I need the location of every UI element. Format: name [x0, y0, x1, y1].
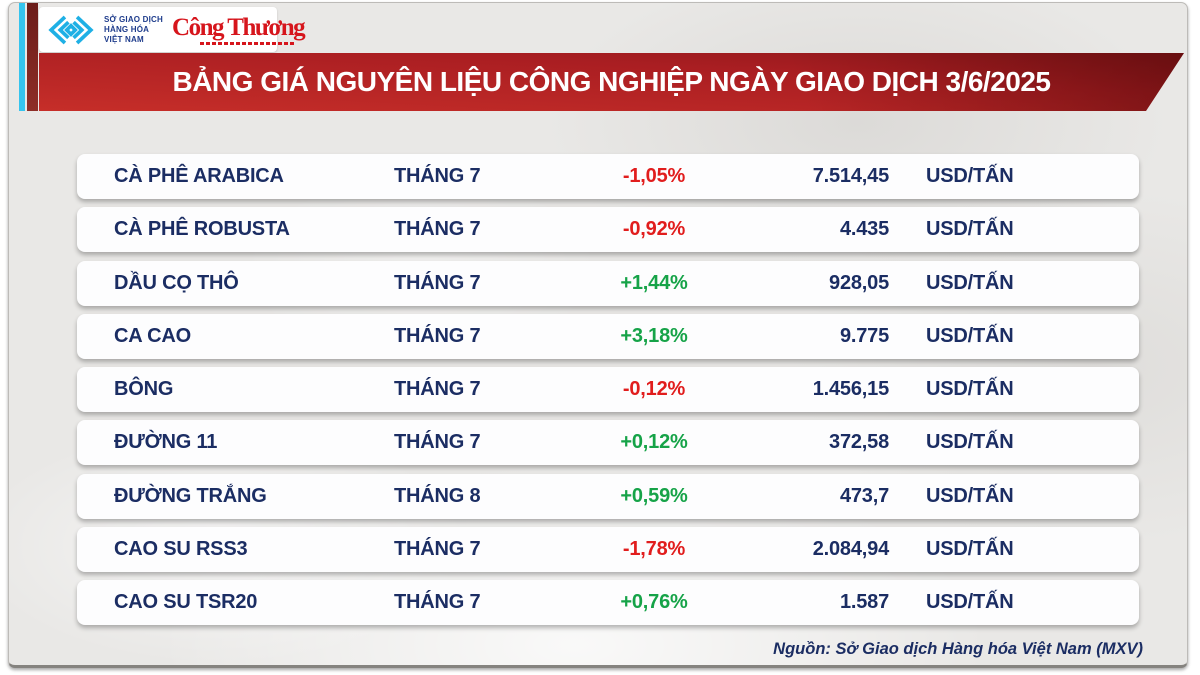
mxv-org-line: HÀNG HÓA [104, 24, 150, 34]
contract-month: THÁNG 8 [394, 484, 481, 507]
table-row: CA CAO THÁNG 7 +3,18% 9.775 USD/TẤN [77, 313, 1139, 359]
commodity-name: CAO SU TSR20 [114, 591, 258, 614]
commodity-name: CÀ PHÊ ARABICA [114, 165, 284, 187]
percent-change: +0,59% [620, 484, 688, 507]
price-unit: USD/TẤN [926, 378, 1014, 401]
commodity-name: CAO SU RSS3 [114, 538, 248, 561]
congthuong-logo: Công Thương [172, 13, 306, 45]
price-value: 4.435 [839, 218, 889, 241]
commodity-name: BÔNG [114, 378, 174, 401]
congthuong-tagline-bar [200, 41, 297, 45]
commodity-name: CA CAO [114, 324, 191, 347]
table-row: CÀ PHÊ ARABICA THÁNG 7 -1,05% 7.514,45 U… [77, 154, 1139, 199]
commodity-name: CÀ PHÊ ROBUSTA [114, 218, 290, 241]
table-row: CAO SU TSR20 THÁNG 7 +0,76% 1.587 USD/TẤ… [77, 580, 1139, 626]
title-banner: BẢNG GIÁ NGUYÊN LIỆU CÔNG NGHIỆP NGÀY GI… [39, 53, 1184, 111]
contract-month: THÁNG 7 [394, 378, 481, 401]
percent-change: +3,18% [620, 324, 688, 347]
page-title: BẢNG GIÁ NGUYÊN LIỆU CÔNG NGHIỆP NGÀY GI… [172, 66, 1051, 97]
mxv-org-line: VIỆT NAM [104, 34, 144, 44]
price-value: 1.456,15 [812, 378, 889, 401]
percent-change: +0,12% [620, 431, 688, 454]
table-row: BÔNG THÁNG 7 -0,12% 1.456,15 USD/TẤN [77, 367, 1139, 413]
mxv-org-line: SỞ GIAO DỊCH [104, 14, 164, 24]
commodity-name: ĐƯỜNG TRẮNG [114, 484, 267, 507]
left-accent-cyan-stripe [19, 3, 25, 111]
price-unit: USD/TẤN [926, 218, 1014, 241]
logo-bar: SỞ GIAO DỊCH HÀNG HÓA VIỆT NAM Công Thươ… [39, 7, 306, 52]
price-unit: USD/TẤN [926, 431, 1014, 454]
contract-month: THÁNG 7 [394, 218, 481, 241]
commodity-name: DẦU CỌ THÔ [114, 271, 239, 294]
source-credit: Nguồn: Sở Giao dịch Hàng hóa Việt Nam (M… [773, 640, 1143, 658]
contract-month: THÁNG 7 [394, 591, 481, 614]
mxv-logo-text: SỞ GIAO DỊCH HÀNG HÓA VIỆT NAM [104, 15, 163, 45]
contract-month: THÁNG 7 [394, 271, 481, 294]
price-unit: USD/TẤN [926, 484, 1014, 507]
price-value: 9.775 [839, 324, 889, 347]
contract-month: THÁNG 7 [394, 431, 481, 454]
commodity-name: ĐƯỜNG 11 [114, 431, 218, 454]
price-unit: USD/TẤN [926, 271, 1014, 294]
contract-month: THÁNG 7 [394, 538, 481, 561]
table-row: DẦU CỌ THÔ THÁNG 7 +1,44% 928,05 USD/TẤN [77, 260, 1139, 306]
content-card: SỞ GIAO DỊCH HÀNG HÓA VIỆT NAM Công Thươ… [8, 2, 1188, 668]
contract-month: THÁNG 7 [394, 324, 481, 347]
price-unit: USD/TẤN [926, 165, 1014, 187]
price-unit: USD/TẤN [926, 324, 1014, 347]
price-value: 372,58 [829, 431, 889, 454]
percent-change: -0,92% [622, 218, 686, 241]
table-row: CAO SU RSS3 THÁNG 7 -1,78% 2.084,94 USD/… [77, 527, 1139, 573]
mxv-logo-icon [48, 15, 94, 44]
price-value: 473,7 [839, 484, 889, 507]
price-value: 7.514,45 [812, 165, 889, 187]
table-row: ĐƯỜNG TRẮNG THÁNG 8 +0,59% 473,7 USD/TẤN [77, 473, 1139, 519]
percent-change: -0,12% [622, 378, 686, 401]
contract-month: THÁNG 7 [394, 165, 481, 187]
price-value: 928,05 [829, 271, 889, 294]
price-value: 2.084,94 [812, 538, 889, 561]
percent-change: -1,78% [622, 538, 686, 561]
left-accent-darkred-stripe [27, 3, 38, 111]
percent-change: +1,44% [620, 271, 688, 294]
price-value: 1.587 [839, 591, 889, 614]
percent-change: -1,05% [622, 165, 686, 187]
price-unit: USD/TẤN [926, 591, 1014, 614]
price-unit: USD/TẤN [926, 538, 1014, 561]
table-row: CÀ PHÊ ROBUSTA THÁNG 7 -0,92% 4.435 USD/… [77, 207, 1139, 253]
table-row: ĐƯỜNG 11 THÁNG 7 +0,12% 372,58 USD/TẤN [77, 420, 1139, 466]
percent-change: +0,76% [620, 591, 688, 614]
price-table: CÀ PHÊ ARABICA THÁNG 7 -1,05% 7.514,45 U… [77, 154, 1139, 626]
congthuong-wordmark: Công Thương [172, 13, 306, 41]
